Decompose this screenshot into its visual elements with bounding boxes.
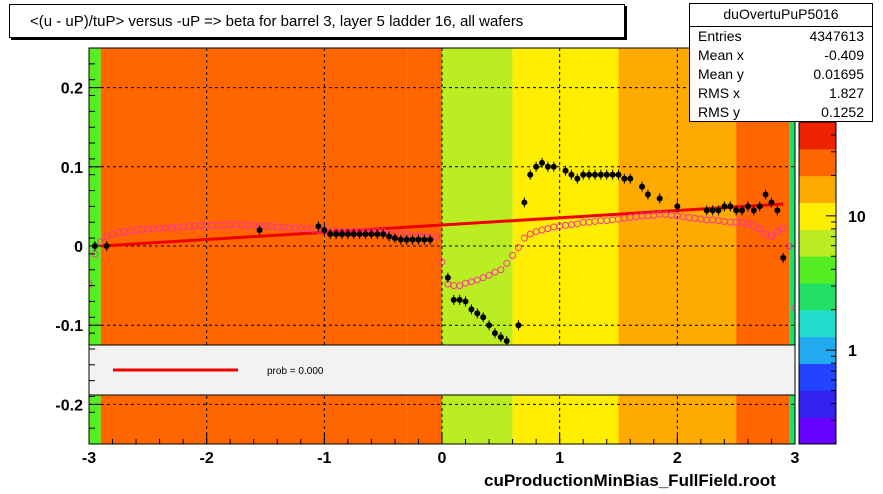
color-scale-segment [799, 390, 836, 418]
y-tick-label: 0.1 [61, 160, 83, 177]
y-tick-label: 0 [74, 239, 83, 256]
color-scale-tick-label: 1 [848, 343, 857, 360]
y-tick-label: -0.1 [55, 318, 83, 335]
x-tick-label: 0 [438, 450, 447, 467]
profile-pink-point [756, 225, 764, 233]
color-scale-segment [799, 283, 836, 311]
profile-pink-point [791, 304, 795, 312]
x-tick-label: -2 [200, 450, 214, 467]
color-scale-frame [798, 121, 837, 445]
color-scale-tick-label: 10 [848, 209, 866, 226]
color-scale-segment [799, 148, 836, 177]
stats-box: duOvertuPuP5016 Entries 4347613 Mean x -… [689, 3, 873, 122]
fit-line [100, 202, 784, 248]
stats-label: RMS x [698, 85, 740, 101]
x-tick-label: -3 [82, 450, 96, 467]
profile-pink-point [785, 242, 793, 250]
profile-pink-point [491, 268, 499, 276]
stats-value: 0.1252 [821, 104, 864, 120]
profile-pink-point [485, 271, 493, 279]
legend-text: prob = 0.000 [267, 366, 324, 377]
profile-pink-point [456, 282, 464, 290]
stats-histogram-name: duOvertuPuP5016 [723, 6, 839, 22]
stats-label: Mean y [698, 66, 744, 82]
stats-row-rms-y: RMS y 0.1252 [698, 104, 864, 123]
profile-pink-point [89, 280, 93, 288]
x-tick-label: -1 [317, 450, 331, 467]
profile-pink-point [744, 220, 752, 228]
color-scale-segment [799, 122, 836, 150]
color-scale-segment [799, 175, 836, 203]
profile-pink-point [503, 259, 511, 267]
stats-value: 1.827 [828, 85, 864, 101]
profile-pink-point [432, 232, 440, 240]
fit-line-layer [100, 202, 784, 248]
profile-pink-point [762, 230, 770, 238]
stats-value: -0.409 [824, 47, 864, 63]
stats-label: Mean x [698, 47, 744, 63]
color-scale: 1102 [798, 64, 872, 445]
color-scale-segment [799, 363, 836, 391]
profile-pink-point [750, 222, 758, 230]
color-scale-segment [799, 256, 836, 284]
stats-divider [690, 26, 872, 27]
stats-label: RMS y [698, 104, 740, 120]
profile-pink-point [473, 276, 481, 284]
stats-value: 0.01695 [813, 66, 864, 82]
profile-pink-point [438, 258, 446, 266]
color-scale-segment [799, 417, 836, 445]
stats-row-entries: Entries 4347613 [698, 28, 864, 47]
profile-black-markers [91, 157, 787, 347]
fit-legend: prob = 0.000 [88, 344, 796, 396]
x-tick-label: 3 [791, 450, 800, 467]
x-tick-label: 1 [555, 450, 564, 467]
profile-pink-point [509, 252, 517, 260]
stats-row-rms-x: RMS x 1.827 [698, 85, 864, 104]
profile-pink-point [479, 274, 487, 282]
profile-pink-point [520, 234, 528, 242]
x-tick-label: 2 [673, 450, 682, 467]
profile-pink-point [514, 244, 522, 252]
stats-row-mean-y: Mean y 0.01695 [698, 66, 864, 85]
chart-title: <(u - uP)/tuP> versus -uP => beta for ba… [30, 13, 524, 30]
profile-pink-point [767, 232, 775, 240]
profile-pink-point [497, 266, 505, 274]
profile-pink-point [779, 225, 787, 233]
color-scale-segment [799, 229, 836, 257]
profile-pink-point [103, 232, 111, 240]
stats-label: Entries [698, 28, 742, 44]
profile-pink-markers [89, 210, 795, 312]
profile-pink-point [97, 238, 105, 246]
y-tick-label: 0.2 [61, 81, 83, 98]
color-scale-segment [799, 309, 836, 338]
stats-value: 4347613 [809, 28, 864, 44]
y-tick-label: -0.2 [55, 397, 83, 414]
chart-title-box: <(u - uP)/tuP> versus -uP => beta for ba… [9, 4, 625, 38]
profile-pink-point [526, 230, 534, 238]
footer-filename: cuProductionMinBias_FullField.root [484, 471, 776, 490]
stats-row-mean-x: Mean x -0.409 [698, 47, 864, 66]
profile-pink-point [773, 228, 781, 236]
axes: -3 -2 -1 0 1 2 3 -0.2 -0.1 0 0.1 0.2 [55, 47, 800, 467]
